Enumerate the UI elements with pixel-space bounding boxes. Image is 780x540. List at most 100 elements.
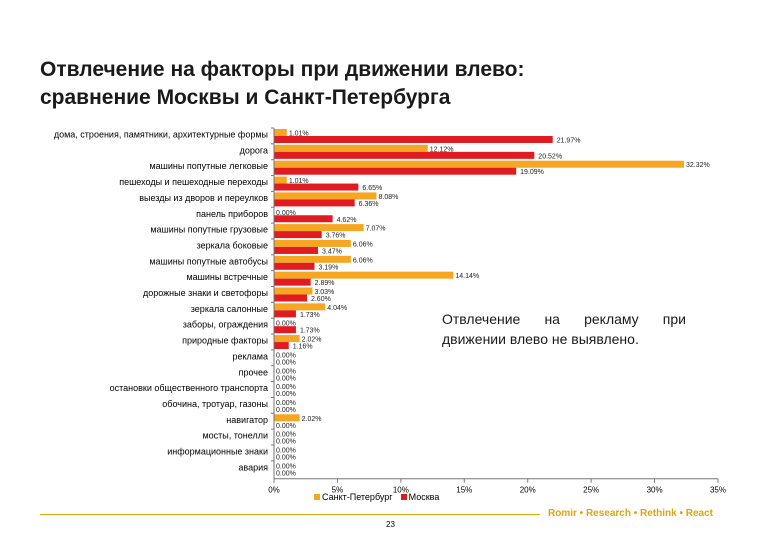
category-label: прочее: [239, 367, 268, 377]
data-label-msk: 0.00%: [276, 407, 296, 414]
bar-msk: [274, 278, 311, 286]
data-label-msk: 4.62%: [337, 217, 357, 224]
data-label-msk: 0.00%: [276, 439, 296, 446]
category-label: дорога: [240, 145, 268, 155]
legend-label-spb: Санкт-Петербург: [322, 492, 393, 502]
data-label-msk: 0.00%: [276, 423, 296, 430]
data-label-msk: 3.76%: [326, 233, 346, 240]
bar-spb: [274, 192, 377, 200]
bar-spb: [274, 176, 287, 184]
legend-item-spb: Санкт-Петербург: [314, 492, 393, 502]
category-label: выезды из дворов и переулков: [139, 193, 268, 203]
category-label: зеркала боковые: [197, 240, 268, 250]
data-label-msk: 1.73%: [300, 328, 320, 335]
data-label-spb: 0.00%: [276, 432, 296, 439]
bar-msk: [274, 310, 296, 318]
bar-spb: [274, 144, 428, 152]
bar-msk: [274, 342, 289, 350]
category-label: остановки общественного транспорта: [110, 383, 268, 393]
category-label: зеркала салонные: [191, 304, 268, 314]
data-label-msk: 1.73%: [300, 312, 320, 319]
legend-item-msk: Москва: [400, 492, 440, 502]
data-label-spb: 6.06%: [353, 257, 373, 264]
data-label-msk: 0.00%: [276, 375, 296, 382]
page-number: 23: [386, 520, 395, 529]
data-label-spb: 8.08%: [379, 194, 399, 201]
bar-msk: [274, 199, 355, 207]
data-label-msk: 20.52%: [538, 153, 562, 160]
category-label: обочина, тротуар, газоны: [162, 399, 268, 409]
data-label-spb: 1.01%: [289, 131, 309, 138]
page-title: Отвлечение на факторы при движении влево…: [40, 56, 680, 112]
category-label: природные факторы: [182, 336, 268, 346]
category-label: дома, строения, памятники, архитектурные…: [54, 130, 268, 140]
data-label-msk: 2.89%: [315, 280, 335, 287]
data-label-spb: 32.32%: [686, 162, 710, 169]
data-label-spb: 2.02%: [302, 416, 322, 423]
bar-spb: [274, 271, 454, 279]
x-tick-label: 10%: [393, 486, 409, 495]
category-label: пешеходы и пешеходные переходы: [119, 177, 268, 187]
bar-spb: [274, 129, 287, 136]
data-label-spb: 12.12%: [430, 146, 454, 153]
data-label-spb: 4.04%: [327, 305, 347, 312]
data-label-spb: 14.14%: [455, 273, 479, 280]
bar-msk: [274, 136, 553, 143]
x-tick-label: 15%: [456, 486, 472, 495]
bar-msk: [274, 231, 322, 239]
category-label: машины встречные: [186, 272, 268, 282]
data-label-spb: 0.00%: [276, 448, 296, 455]
title-line-1: Отвлечение на факторы при движении влево…: [40, 58, 525, 81]
data-label-msk: 21.97%: [557, 138, 581, 145]
footer-divider: [40, 514, 540, 515]
category-label: заборы, ограждения: [183, 320, 268, 330]
category-label: информационные знаки: [167, 447, 268, 457]
data-label-spb: 6.06%: [353, 241, 373, 248]
data-label-spb: 1.01%: [289, 178, 309, 185]
bar-msk: [274, 167, 517, 175]
data-label-msk: 0.00%: [276, 470, 296, 477]
data-label-spb: 0.00%: [276, 384, 296, 391]
legend-swatch-spb: [314, 494, 320, 500]
legend-swatch-msk: [400, 494, 407, 500]
data-label-spb: 3.03%: [314, 289, 334, 296]
bar-msk: [274, 151, 535, 159]
bar-msk: [274, 294, 307, 302]
brand-tagline: Romir • Research • Rethink • React: [548, 508, 713, 519]
category-label: панель приборов: [196, 209, 268, 219]
bar-spb: [274, 335, 300, 343]
bar-msk: [274, 326, 296, 334]
category-label: авария: [238, 462, 268, 472]
bar-spb: [274, 287, 313, 295]
bar-msk: [274, 246, 319, 254]
x-tick-label: 30%: [647, 486, 663, 495]
data-label-spb: 2.02%: [302, 337, 322, 344]
x-tick-label: 20%: [520, 486, 536, 495]
category-label: машины попутные автобусы: [149, 256, 268, 266]
data-label-spb: 0.00%: [276, 400, 296, 407]
bar-msk: [274, 262, 315, 270]
x-tick-label: 35%: [710, 486, 726, 495]
data-label-msk: 19.09%: [520, 169, 544, 176]
data-label-msk: 6.65%: [362, 185, 382, 192]
category-label: машины попутные легковые: [149, 161, 268, 171]
chart-legend: Санкт-Петербург Москва: [314, 492, 447, 502]
title-line-2: сравнение Москвы и Санкт-Петербурга: [40, 86, 451, 109]
bar-msk: [274, 183, 359, 191]
category-label: мосты, тонелли: [202, 431, 268, 441]
data-label-spb: 0.00%: [276, 321, 296, 328]
data-label-msk: 1.16%: [293, 344, 313, 351]
bar-msk: [274, 215, 333, 223]
data-label-spb: 0.00%: [276, 352, 296, 359]
data-label-msk: 0.00%: [276, 455, 296, 462]
data-label-msk: 3.47%: [322, 248, 342, 255]
data-label-spb: 7.07%: [366, 226, 386, 233]
bar-spb: [274, 255, 351, 263]
x-tick-label: 5%: [332, 486, 344, 495]
bar-spb: [274, 303, 326, 311]
category-label: навигатор: [226, 415, 268, 425]
data-label-msk: 2.60%: [311, 296, 331, 303]
data-label-spb: 0.00%: [276, 463, 296, 470]
legend-label-msk: Москва: [408, 492, 440, 502]
